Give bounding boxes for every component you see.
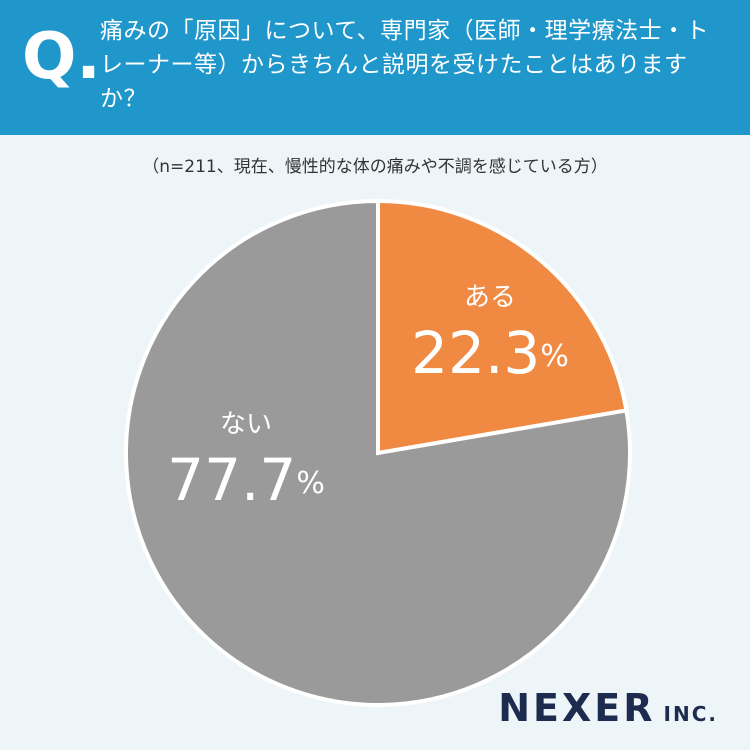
chart-subtitle: （n=211、現在、慢性的な体の痛みや不調を感じている方） bbox=[142, 157, 608, 177]
brand-suffix: INC. bbox=[663, 702, 718, 726]
pie-slice bbox=[376, 198, 629, 456]
pie-slice bbox=[124, 198, 632, 707]
header-band bbox=[0, 0, 750, 135]
slice-category-label: ある bbox=[464, 283, 516, 313]
brand-logo: NEXER INC. bbox=[498, 686, 718, 730]
slice-value-label: 22.3% bbox=[411, 319, 569, 387]
brand-name: NEXER bbox=[498, 686, 656, 730]
q-mark: Q. bbox=[22, 20, 101, 94]
chart-title: 痛みの「原因」について、専門家（医師・理学療法士・トレーナー等）からきちんと説明… bbox=[100, 18, 710, 112]
slice-category-label: ない bbox=[220, 410, 272, 440]
slice-value-label: 77.7% bbox=[167, 446, 325, 514]
